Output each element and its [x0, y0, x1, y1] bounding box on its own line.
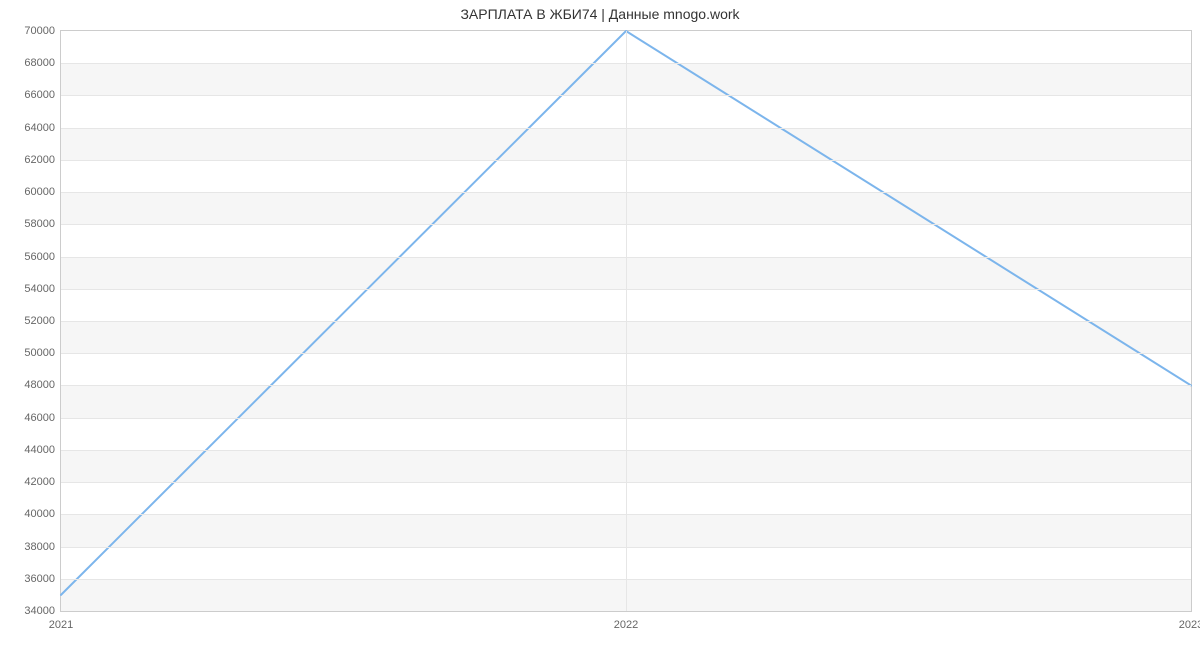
x-tick-label: 2022 [614, 619, 638, 631]
y-tick-label: 58000 [24, 218, 55, 230]
y-tick-label: 36000 [24, 573, 55, 585]
y-tick-label: 54000 [24, 283, 55, 295]
y-tick-label: 46000 [24, 412, 55, 424]
v-gridline [626, 31, 627, 611]
y-tick-label: 40000 [24, 508, 55, 520]
y-tick-label: 70000 [24, 25, 55, 37]
y-tick-label: 34000 [24, 605, 55, 617]
y-tick-label: 48000 [24, 379, 55, 391]
y-tick-label: 60000 [24, 186, 55, 198]
y-tick-label: 68000 [24, 57, 55, 69]
y-tick-label: 62000 [24, 154, 55, 166]
y-tick-label: 44000 [24, 444, 55, 456]
x-tick-label: 2021 [49, 619, 73, 631]
y-tick-label: 50000 [24, 347, 55, 359]
y-tick-label: 52000 [24, 315, 55, 327]
chart-title: ЗАРПЛАТА В ЖБИ74 | Данные mnogo.work [0, 6, 1200, 22]
plot-area: 3400036000380004000042000440004600048000… [60, 30, 1192, 612]
y-tick-label: 38000 [24, 541, 55, 553]
y-tick-label: 64000 [24, 122, 55, 134]
x-tick-label: 2023 [1179, 619, 1200, 631]
y-tick-label: 42000 [24, 476, 55, 488]
y-tick-label: 56000 [24, 251, 55, 263]
salary-line-chart: ЗАРПЛАТА В ЖБИ74 | Данные mnogo.work 340… [0, 0, 1200, 650]
y-tick-label: 66000 [24, 89, 55, 101]
